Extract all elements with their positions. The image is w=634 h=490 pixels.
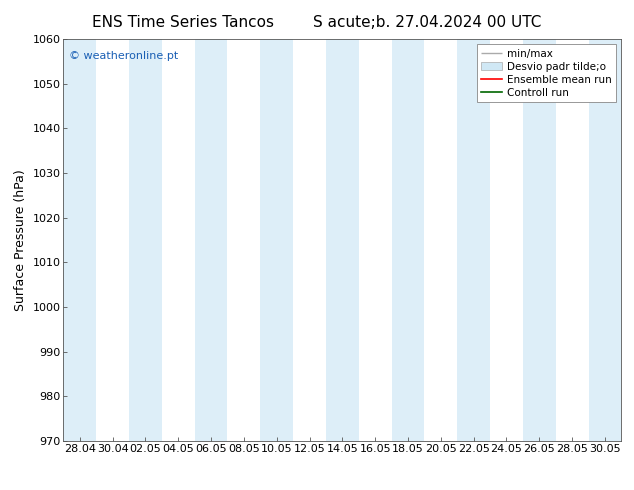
Bar	[326, 39, 359, 441]
Y-axis label: Surface Pressure (hPa): Surface Pressure (hPa)	[14, 169, 27, 311]
Bar	[588, 39, 621, 441]
Bar	[457, 39, 490, 441]
Bar	[523, 39, 555, 441]
Text: © weatheronline.pt: © weatheronline.pt	[69, 51, 178, 61]
Text: ENS Time Series Tancos        S acute;b. 27.04.2024 00 UTC: ENS Time Series Tancos S acute;b. 27.04.…	[93, 15, 541, 30]
Bar	[63, 39, 96, 441]
Bar	[195, 39, 228, 441]
Bar	[129, 39, 162, 441]
Bar	[392, 39, 424, 441]
Bar	[261, 39, 293, 441]
Legend: min/max, Desvio padr tilde;o, Ensemble mean run, Controll run: min/max, Desvio padr tilde;o, Ensemble m…	[477, 45, 616, 102]
